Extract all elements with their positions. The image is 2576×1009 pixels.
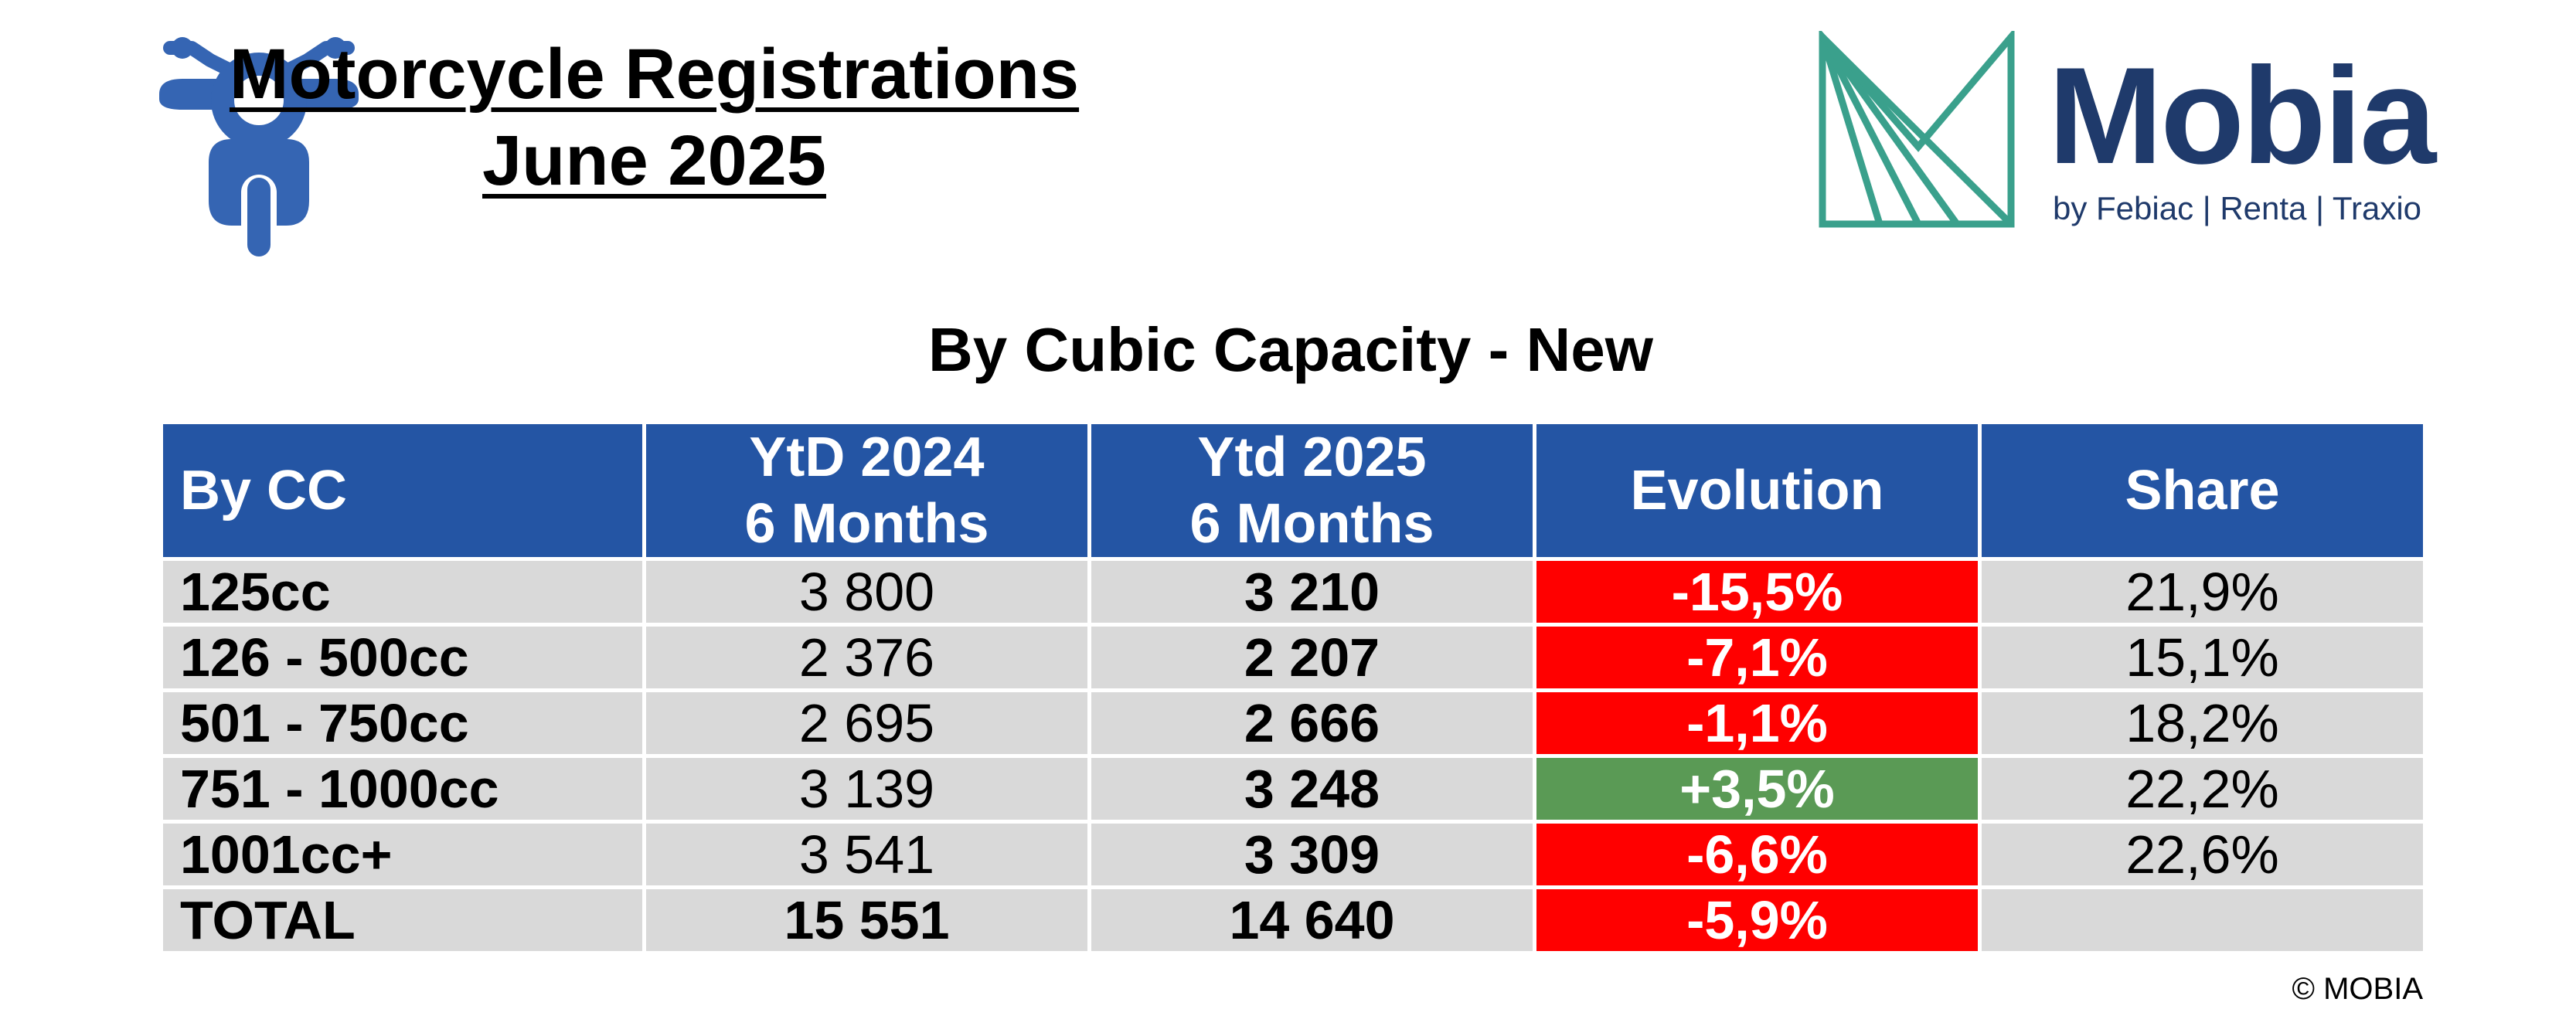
table-row: 751 - 1000cc 3 139 3 248 +3,5% 22,2% xyxy=(159,754,2427,824)
header-text: Evolution xyxy=(1630,460,1884,521)
ytd-2024-cell: 3 139 xyxy=(642,754,1091,824)
share-cell xyxy=(1978,885,2427,955)
evolution-cell: -5,9% xyxy=(1533,885,1982,955)
mobia-logo-icon xyxy=(1818,27,2016,229)
header-subtext: 6 Months xyxy=(744,493,989,555)
section-subtitle: By Cubic Capacity - New xyxy=(927,315,1653,384)
ytd-2024-cell: 3 541 xyxy=(642,820,1091,889)
registrations-table: By CC YtD 2024 6 Months Ytd 2025 6 Months … xyxy=(159,420,2427,955)
share-cell: 22,2% xyxy=(1978,754,2427,824)
category-cell: 751 - 1000cc xyxy=(159,754,646,824)
column-header-share: Share xyxy=(1978,420,2427,561)
table-row: 125cc 3 800 3 210 -15,5% 21,9% xyxy=(159,557,2427,627)
table-header-row: By CC YtD 2024 6 Months Ytd 2025 6 Months … xyxy=(159,420,2427,561)
ytd-2025-cell: 2 666 xyxy=(1087,688,1536,758)
category-cell: 126 - 500cc xyxy=(159,623,646,692)
category-cell: 501 - 750cc xyxy=(159,688,646,758)
header-subtext: 6 Months xyxy=(1189,493,1434,555)
ytd-2025-cell: 2 207 xyxy=(1087,623,1536,692)
copyright-notice: © MOBIA xyxy=(2292,972,2424,1006)
ytd-2025-cell: 3 210 xyxy=(1087,557,1536,627)
evolution-cell: -1,1% xyxy=(1533,688,1982,758)
column-header-evolution: Evolution xyxy=(1533,420,1982,561)
share-cell: 15,1% xyxy=(1978,623,2427,692)
category-cell: 1001cc+ xyxy=(159,820,646,889)
evolution-cell: -15,5% xyxy=(1533,557,1982,627)
ytd-2025-cell: 3 248 xyxy=(1087,754,1536,824)
ytd-2024-cell: 2 376 xyxy=(642,623,1091,692)
motorcycle-icon xyxy=(155,23,363,263)
share-cell: 18,2% xyxy=(1978,688,2427,758)
ytd-2025-cell: 3 309 xyxy=(1087,820,1536,889)
column-header-by-cc: By CC xyxy=(159,420,646,561)
table-total-row: TOTAL 15 551 14 640 -5,9% xyxy=(159,885,2427,955)
category-cell: TOTAL xyxy=(159,885,646,955)
title-line-2: June 2025 xyxy=(482,121,826,200)
ytd-2024-cell: 15 551 xyxy=(642,885,1091,955)
ytd-2024-cell: 3 800 xyxy=(642,557,1091,627)
logo-wordmark: Mobia xyxy=(2048,39,2436,192)
table-row: 501 - 750cc 2 695 2 666 -1,1% 18,2% xyxy=(159,688,2427,758)
header-text: By CC xyxy=(180,460,348,521)
evolution-cell: -6,6% xyxy=(1533,820,1982,889)
header-text: Ytd 2025 xyxy=(1197,426,1427,488)
table-row: 126 - 500cc 2 376 2 207 -7,1% 15,1% xyxy=(159,623,2427,692)
ytd-2025-cell: 14 640 xyxy=(1087,885,1536,955)
evolution-cell: +3,5% xyxy=(1533,754,1982,824)
ytd-2024-cell: 2 695 xyxy=(642,688,1091,758)
header-text: YtD 2024 xyxy=(749,426,985,488)
share-cell: 21,9% xyxy=(1978,557,2427,627)
logo-tagline: by Febiac | Renta | Traxio xyxy=(2053,190,2422,226)
header-text: Share xyxy=(2125,460,2280,521)
evolution-cell: -7,1% xyxy=(1533,623,1982,692)
table-row: 1001cc+ 3 541 3 309 -6,6% 22,6% xyxy=(159,820,2427,889)
column-header-ytd-2025: Ytd 2025 6 Months xyxy=(1087,420,1536,561)
share-cell: 22,6% xyxy=(1978,820,2427,889)
column-header-ytd-2024: YtD 2024 6 Months xyxy=(642,420,1091,561)
category-cell: 125cc xyxy=(159,557,646,627)
